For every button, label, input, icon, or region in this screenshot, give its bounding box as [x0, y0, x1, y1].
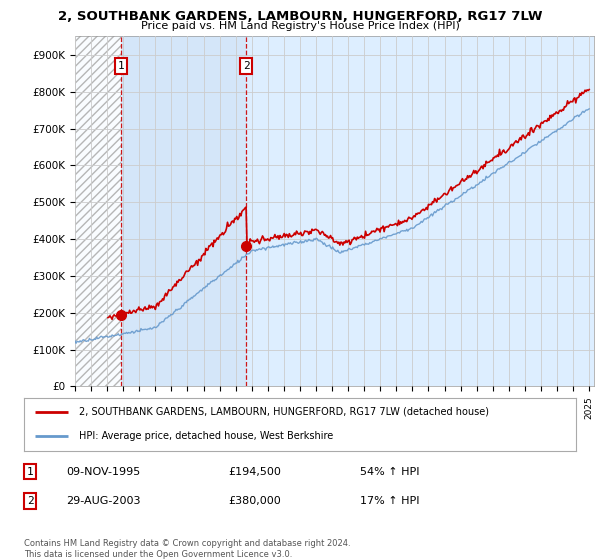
Text: 2: 2 — [243, 61, 250, 71]
Text: 54% ↑ HPI: 54% ↑ HPI — [360, 466, 419, 477]
Bar — [75, 36, 121, 386]
Text: 2, SOUTHBANK GARDENS, LAMBOURN, HUNGERFORD, RG17 7LW: 2, SOUTHBANK GARDENS, LAMBOURN, HUNGERFO… — [58, 10, 542, 23]
Text: £380,000: £380,000 — [228, 496, 281, 506]
Text: 2: 2 — [26, 496, 34, 506]
Text: Price paid vs. HM Land Registry's House Price Index (HPI): Price paid vs. HM Land Registry's House … — [140, 21, 460, 31]
Text: HPI: Average price, detached house, West Berkshire: HPI: Average price, detached house, West… — [79, 431, 334, 441]
Text: 1: 1 — [26, 466, 34, 477]
Text: 17% ↑ HPI: 17% ↑ HPI — [360, 496, 419, 506]
Text: 29-AUG-2003: 29-AUG-2003 — [66, 496, 140, 506]
Text: 09-NOV-1995: 09-NOV-1995 — [66, 466, 140, 477]
Bar — [121, 36, 246, 386]
Text: Contains HM Land Registry data © Crown copyright and database right 2024.
This d: Contains HM Land Registry data © Crown c… — [24, 539, 350, 559]
Text: £194,500: £194,500 — [228, 466, 281, 477]
Text: 2, SOUTHBANK GARDENS, LAMBOURN, HUNGERFORD, RG17 7LW (detached house): 2, SOUTHBANK GARDENS, LAMBOURN, HUNGERFO… — [79, 407, 489, 417]
Text: 1: 1 — [118, 61, 124, 71]
